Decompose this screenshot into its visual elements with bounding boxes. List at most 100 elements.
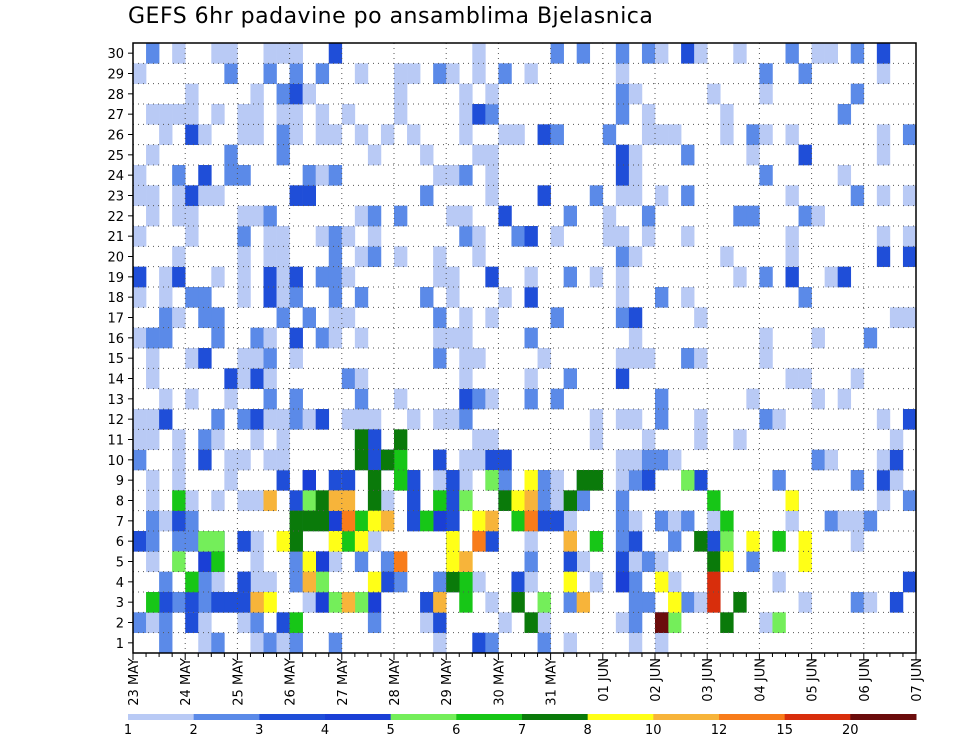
heat-cell-4 — [433, 510, 447, 532]
heat-cell — [655, 287, 669, 308]
heat-cell — [289, 266, 303, 288]
heat-cell — [498, 63, 512, 84]
heat-cell — [133, 612, 147, 633]
heat-cell — [211, 185, 225, 206]
heat-cell — [354, 124, 369, 145]
heat-cell — [876, 226, 891, 247]
heat-cell-6 — [589, 531, 604, 552]
heat-cell-5 — [198, 531, 212, 552]
y-tick-label: 4 — [116, 576, 124, 591]
heat-cell-3 — [159, 592, 173, 613]
heat-cell — [198, 612, 212, 633]
heat-cell-3 — [563, 551, 577, 572]
y-tick-label: 27 — [107, 108, 124, 123]
heat-cell — [433, 327, 447, 349]
heat-cell — [159, 612, 173, 633]
heat-cell — [250, 571, 264, 593]
heat-cell — [615, 104, 630, 125]
heat-cell — [902, 124, 917, 145]
heat-cell-6 — [185, 571, 199, 593]
heat-cell — [628, 409, 643, 430]
x-tick-label: 23 MAY — [127, 658, 142, 706]
heat-cell — [759, 165, 773, 186]
heat-cell — [902, 185, 917, 206]
colorbar-label: 10 — [645, 723, 662, 738]
heat-cell — [211, 104, 225, 125]
heat-cell — [655, 632, 669, 654]
heat-cell — [380, 124, 395, 145]
heat-cell — [289, 409, 303, 430]
heat-cell-7 — [589, 470, 604, 491]
heat-cell — [785, 368, 799, 389]
heat-cell — [498, 205, 512, 227]
heat-cell — [250, 368, 264, 389]
heat-cell-8 — [655, 571, 669, 593]
heat-cell — [250, 124, 264, 145]
heat-cell — [394, 83, 408, 105]
heat-cell-6 — [459, 592, 473, 613]
heat-cell — [837, 388, 852, 410]
heat-cell — [720, 246, 734, 267]
colorbar-label: 2 — [190, 723, 198, 738]
heat-cell — [328, 165, 343, 186]
heat-cell — [341, 368, 356, 389]
heat-cell — [615, 144, 630, 166]
heat-cell-8 — [524, 470, 538, 491]
heat-cell-7 — [720, 612, 734, 633]
heat-cell — [433, 307, 447, 328]
heat-cell — [172, 470, 186, 491]
heat-cell-6 — [146, 592, 160, 613]
heat-cell — [198, 429, 212, 450]
heat-cell — [485, 104, 499, 125]
y-tick-label: 16 — [107, 332, 124, 347]
heat-cell — [237, 368, 251, 389]
heat-cell — [446, 165, 460, 186]
heat-cell-2 — [198, 592, 212, 613]
heat-cell-6 — [394, 470, 408, 491]
heat-cell — [133, 327, 147, 349]
heat-cell — [889, 470, 904, 491]
heat-cell — [785, 510, 799, 532]
heat-cell — [589, 429, 604, 450]
heat-cell — [276, 632, 290, 654]
heat-cell — [289, 348, 303, 369]
heat-cell-2 — [354, 551, 369, 572]
heat-cell — [407, 63, 421, 84]
heat-cell — [224, 470, 238, 491]
heat-cell-8 — [785, 490, 799, 511]
heat-cell — [211, 409, 225, 430]
heat-cell — [328, 551, 343, 572]
heat-cell — [459, 307, 473, 328]
y-tick-label: 3 — [116, 596, 124, 611]
heat-cell — [276, 612, 290, 633]
y-tick-label: 26 — [107, 129, 124, 144]
heat-cell-10 — [380, 510, 395, 532]
heat-cell — [550, 470, 564, 491]
heat-cell-8 — [746, 531, 760, 552]
heat-cell-7 — [733, 592, 747, 613]
heat-cell-4 — [198, 551, 212, 572]
heat-cell-4 — [315, 551, 330, 572]
heat-cell — [641, 226, 656, 247]
heat-cell — [707, 83, 721, 105]
heat-cell — [485, 632, 499, 654]
heat-cell — [250, 327, 264, 349]
heat-cell-2 — [198, 571, 212, 593]
heat-cell-2 — [380, 551, 395, 572]
heat-cell — [615, 43, 630, 64]
heat-cell — [237, 104, 251, 125]
heat-cell-7 — [289, 531, 303, 552]
heat-cell — [263, 205, 277, 227]
heat-cell — [589, 185, 604, 206]
heat-cell — [694, 429, 708, 450]
heat-cell — [289, 327, 303, 349]
heat-cell-7 — [394, 429, 408, 450]
heat-cell — [172, 429, 186, 450]
heat-cell — [172, 531, 186, 552]
heat-cell — [459, 368, 473, 389]
heat-cell-3 — [407, 510, 421, 532]
heat-cell — [237, 226, 251, 247]
heat-cell — [628, 307, 643, 328]
heat-cell-8 — [668, 592, 682, 613]
y-tick-label: 20 — [107, 251, 124, 266]
